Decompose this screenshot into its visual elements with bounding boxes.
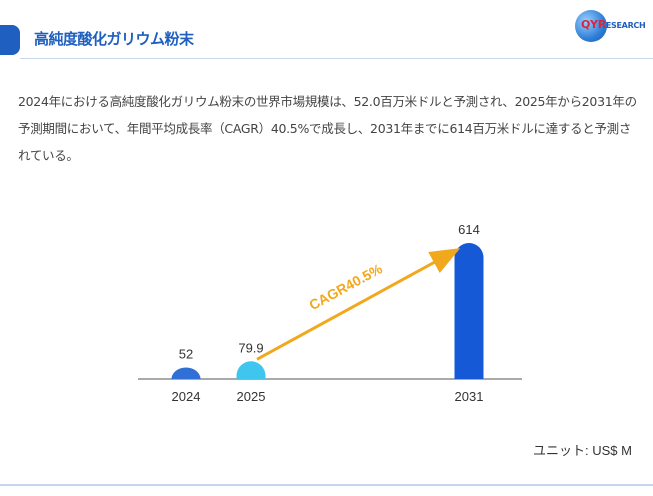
logo-globe-icon <box>575 10 607 42</box>
header-accent-tab <box>0 25 20 55</box>
unit-label: ユニット: US$ M <box>533 443 632 458</box>
bar-2031 <box>454 243 484 379</box>
value-label-2025: 79.9 <box>238 340 263 355</box>
cagr-annotation: CAGR40.5% <box>306 260 385 313</box>
footer-divider <box>0 484 653 486</box>
value-label-2031: 614 <box>458 222 480 237</box>
cagr-arrow <box>256 248 461 361</box>
market-description: 2024年における高純度酸化ガリウム粉末の世界市場規模は、52.0百万米ドルと予… <box>18 94 637 163</box>
logo-text: QYR <box>581 18 606 31</box>
bar-2024 <box>171 367 201 379</box>
logo-tail-text: ESEARCH <box>605 21 646 30</box>
x-tick-2025: 2025 <box>237 389 266 404</box>
bar-2025 <box>236 361 266 379</box>
header: 高純度酸化ガリウム粉末 QYRESEARCH <box>0 0 653 64</box>
page-title: 高純度酸化ガリウム粉末 <box>34 30 194 48</box>
value-label-2024: 52 <box>179 346 193 361</box>
header-divider <box>20 58 653 59</box>
qyresearch-logo: QYRESEARCH <box>575 8 646 52</box>
x-tick-2031: 2031 <box>455 389 484 404</box>
x-tick-2024: 2024 <box>172 389 201 404</box>
